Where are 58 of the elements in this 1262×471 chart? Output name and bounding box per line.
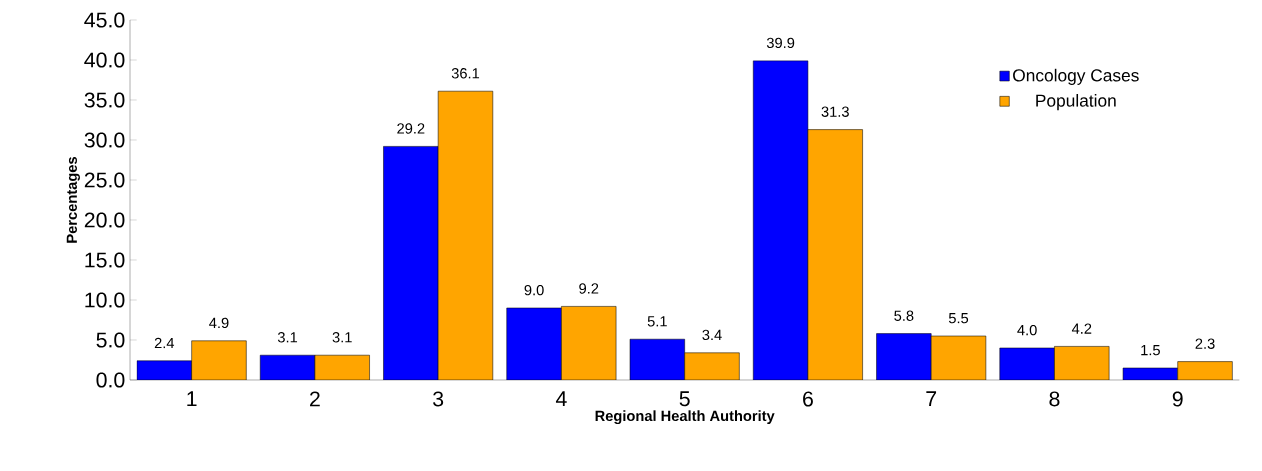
bar bbox=[1177, 361, 1233, 380]
y-tick-label: 20.0 bbox=[84, 212, 125, 228]
x-tick-label: 2 bbox=[310, 391, 320, 407]
x-tick-label: 5 bbox=[679, 391, 690, 407]
y-tick-label: 25.0 bbox=[84, 172, 125, 188]
bar bbox=[191, 340, 247, 380]
y-tick-label: 40.0 bbox=[84, 52, 125, 68]
x-axis-title: Regional Health Authority bbox=[595, 410, 775, 425]
bar bbox=[506, 307, 562, 380]
bar bbox=[136, 360, 192, 380]
bar bbox=[437, 90, 494, 380]
bar bbox=[876, 333, 932, 380]
bar bbox=[561, 306, 617, 380]
y-tick-label: 45.0 bbox=[84, 12, 125, 28]
legend-label: Population bbox=[1036, 94, 1116, 111]
bar bbox=[807, 129, 863, 380]
x-tick-label: 7 bbox=[926, 391, 937, 407]
x-tick-label: 4 bbox=[555, 391, 567, 407]
bar bbox=[314, 354, 370, 380]
y-tick-label: 0.0 bbox=[96, 372, 125, 388]
data-label: 2.3 bbox=[1195, 338, 1215, 349]
bar bbox=[684, 352, 740, 380]
data-label: 5.8 bbox=[894, 310, 914, 321]
legend-label: Oncology Cases bbox=[1013, 68, 1139, 85]
data-label: 4.0 bbox=[1017, 324, 1037, 336]
data-label: 9.2 bbox=[579, 283, 599, 294]
data-label: 3.1 bbox=[277, 332, 298, 343]
data-label: 3.4 bbox=[702, 329, 722, 341]
data-label: 9.0 bbox=[524, 284, 544, 296]
data-label: 36.1 bbox=[451, 68, 480, 79]
data-label: 4.2 bbox=[1071, 323, 1092, 334]
data-label: 4.9 bbox=[209, 317, 229, 329]
data-label: 1.5 bbox=[1141, 345, 1160, 356]
y-tick-label: 15.0 bbox=[85, 252, 125, 268]
bar bbox=[259, 354, 316, 380]
x-tick-label: 9 bbox=[1172, 391, 1183, 407]
data-label: 5.1 bbox=[647, 316, 667, 327]
x-tick-label: 1 bbox=[187, 391, 197, 407]
data-label: 2.4 bbox=[154, 337, 175, 349]
y-axis-title: Percentages bbox=[66, 157, 80, 243]
bar bbox=[383, 146, 439, 380]
bar bbox=[930, 335, 987, 380]
x-tick-label: 6 bbox=[803, 391, 813, 407]
x-tick-label: 8 bbox=[1049, 391, 1060, 407]
data-label: 29.2 bbox=[397, 123, 425, 134]
bar bbox=[629, 338, 685, 380]
bar bbox=[1054, 346, 1110, 380]
y-tick-label: 5.0 bbox=[96, 332, 125, 348]
data-label: 31.3 bbox=[821, 106, 849, 117]
y-tick-label: 30.0 bbox=[84, 132, 125, 148]
bar bbox=[999, 347, 1055, 380]
data-label: 3.1 bbox=[332, 332, 352, 343]
y-tick-label: 10.0 bbox=[85, 292, 125, 308]
bar bbox=[752, 60, 809, 380]
data-label: 5.5 bbox=[948, 313, 969, 324]
data-label: 39.9 bbox=[766, 37, 795, 49]
y-tick-label: 35.0 bbox=[84, 92, 125, 108]
x-tick-label: 3 bbox=[433, 391, 444, 407]
